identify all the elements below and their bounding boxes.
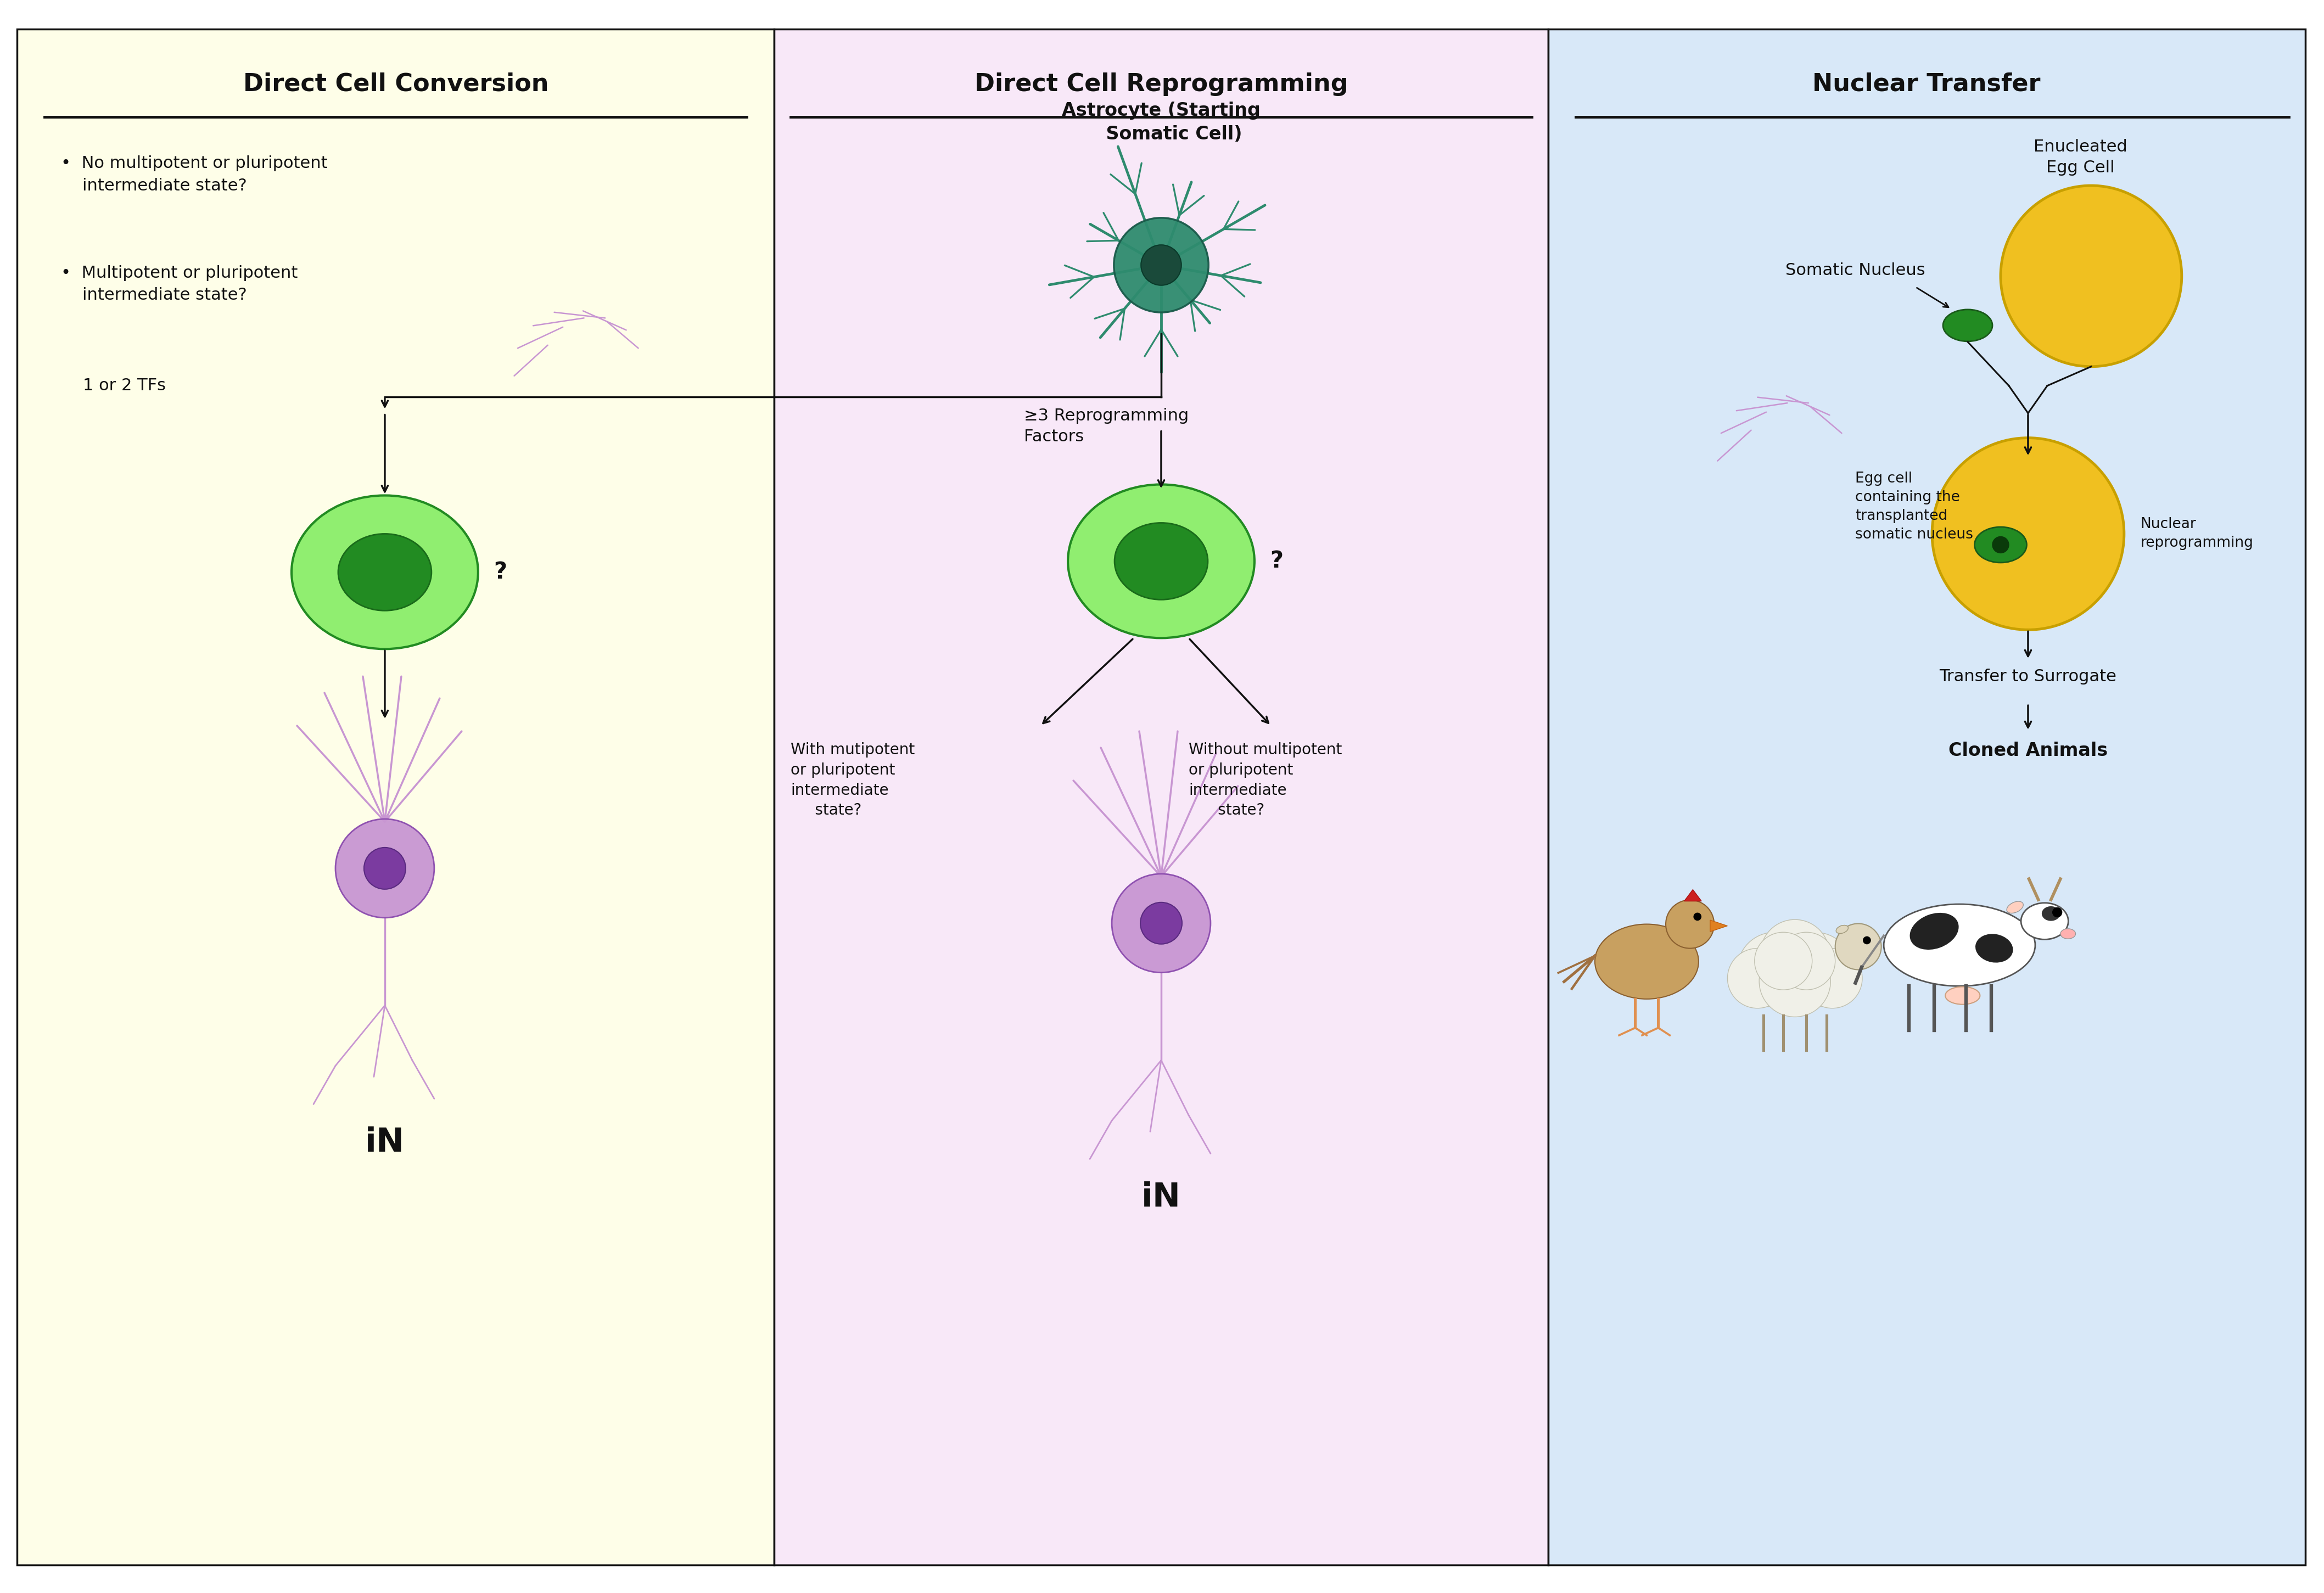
Text: ≥3 Reprogramming
Factors: ≥3 Reprogramming Factors [1025, 408, 1190, 444]
Text: Direct Cell Reprogramming: Direct Cell Reprogramming [974, 72, 1348, 96]
Text: •  No multipotent or pluripotent
    intermediate state?: • No multipotent or pluripotent intermed… [60, 156, 328, 194]
Ellipse shape [1943, 309, 1992, 341]
Ellipse shape [1594, 924, 1699, 999]
Circle shape [1803, 948, 1862, 1008]
Text: ?: ? [493, 561, 507, 583]
Circle shape [1778, 932, 1836, 989]
Ellipse shape [1975, 933, 2013, 962]
Text: Nuclear Transfer: Nuclear Transfer [1813, 72, 2040, 96]
Ellipse shape [1069, 484, 1255, 639]
Ellipse shape [1885, 905, 2036, 986]
Text: iN: iN [1141, 1180, 1181, 1214]
Text: Without multipotent
or pluripotent
intermediate
      state?: Without multipotent or pluripotent inter… [1188, 742, 1341, 819]
Circle shape [1864, 937, 1871, 945]
Ellipse shape [1945, 986, 1980, 1005]
Circle shape [1694, 913, 1701, 921]
Circle shape [2052, 908, 2061, 918]
Circle shape [1931, 438, 2124, 629]
Circle shape [1141, 902, 1183, 945]
Circle shape [1111, 875, 1211, 973]
Polygon shape [1710, 921, 1727, 932]
Circle shape [1992, 537, 2008, 553]
Text: •  Multipotent or pluripotent
    intermediate state?: • Multipotent or pluripotent intermediat… [60, 264, 297, 303]
Ellipse shape [2006, 902, 2024, 913]
FancyBboxPatch shape [16, 29, 774, 1564]
Circle shape [1755, 932, 1813, 989]
Text: Direct Cell Conversion: Direct Cell Conversion [244, 72, 548, 96]
Text: Astrocyte (Starting
    Somatic Cell): Astrocyte (Starting Somatic Cell) [1062, 102, 1260, 143]
Circle shape [335, 819, 435, 918]
Circle shape [1778, 932, 1852, 1007]
Text: iN: iN [365, 1126, 404, 1158]
Polygon shape [1685, 889, 1701, 902]
Circle shape [1759, 946, 1831, 1016]
Ellipse shape [2043, 906, 2059, 921]
Circle shape [2001, 185, 2182, 366]
Circle shape [1759, 919, 1829, 989]
Text: Nuclear
reprogramming: Nuclear reprogramming [2140, 518, 2254, 550]
Text: Egg cell
containing the
transplanted
somatic nucleus: Egg cell containing the transplanted som… [1855, 472, 1973, 542]
Circle shape [1836, 924, 1882, 970]
Text: With mutipotent
or pluripotent
intermediate
     state?: With mutipotent or pluripotent intermedi… [790, 742, 916, 819]
Text: Transfer to Surrogate: Transfer to Surrogate [1941, 669, 2117, 685]
Ellipse shape [2022, 903, 2068, 940]
Ellipse shape [1910, 913, 1959, 949]
Ellipse shape [1975, 527, 2027, 562]
Circle shape [1141, 245, 1181, 285]
Circle shape [1666, 900, 1715, 948]
Circle shape [365, 847, 407, 889]
Circle shape [1727, 948, 1787, 1008]
FancyBboxPatch shape [1548, 29, 2305, 1564]
FancyBboxPatch shape [774, 29, 1548, 1564]
Text: Enucleated
Egg Cell: Enucleated Egg Cell [2034, 139, 2126, 175]
Circle shape [1738, 932, 1813, 1007]
Text: Cloned Animals: Cloned Animals [1948, 741, 2108, 760]
Text: 1 or 2 TFs: 1 or 2 TFs [84, 378, 165, 393]
Ellipse shape [1836, 926, 1848, 933]
Ellipse shape [2061, 929, 2075, 938]
Text: ?: ? [1269, 550, 1283, 573]
Ellipse shape [339, 534, 432, 610]
Ellipse shape [290, 495, 479, 648]
Circle shape [1113, 218, 1208, 312]
Ellipse shape [1116, 523, 1208, 599]
Text: Somatic Nucleus: Somatic Nucleus [1785, 263, 1924, 279]
